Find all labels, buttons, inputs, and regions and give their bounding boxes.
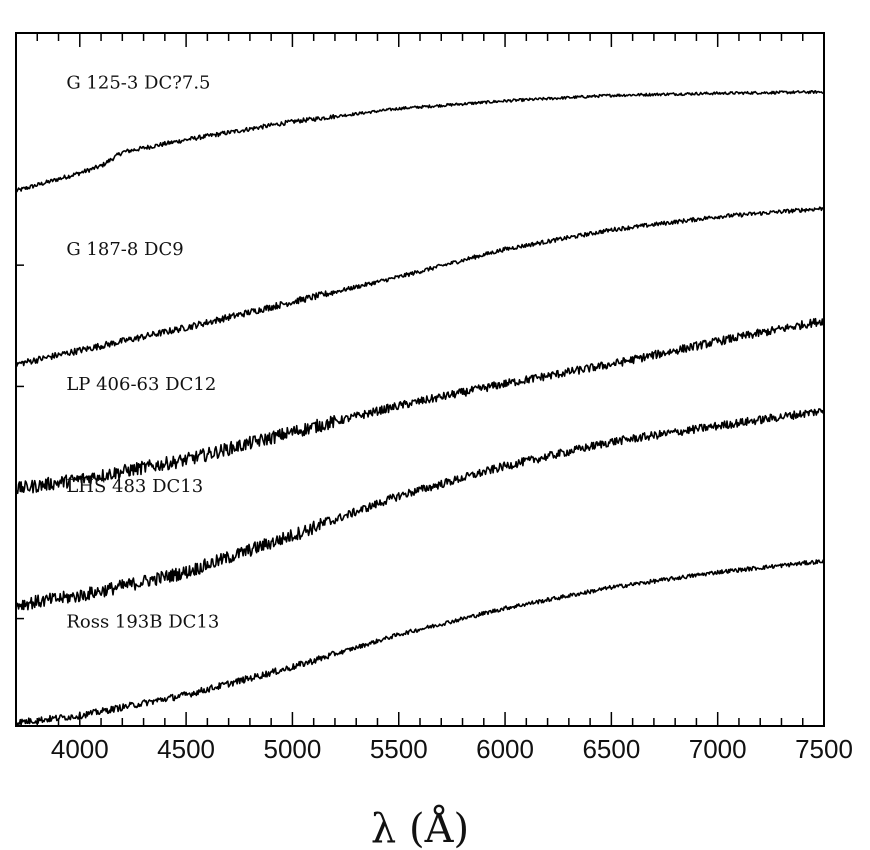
series-label: Ross 193B DC13 [66, 612, 219, 633]
series-labels: G 125-3 DC?7.5 G 187-8 DC9 LP 406-63 DC12 L… [66, 72, 219, 632]
spectrum-line [15, 408, 825, 611]
x-tick-label: 4500 [157, 734, 215, 764]
x-tick-label: 5500 [370, 734, 428, 764]
axis-ticks [15, 33, 825, 726]
x-tick-label: 5000 [263, 734, 321, 764]
series-label: G 125-3 DC?7.5 [66, 72, 210, 93]
x-axis-label: λ (Å) [371, 805, 469, 850]
x-tick-label: 4000 [51, 734, 109, 764]
spectrum-line [15, 206, 825, 367]
x-tick-label: 7000 [689, 734, 747, 764]
spectra-series [15, 90, 825, 727]
x-tick-label: 6000 [476, 734, 534, 764]
spectrum-line [15, 90, 825, 193]
series-label: LHS 483 DC13 [66, 476, 203, 497]
spectrum-line [15, 317, 825, 495]
spectrum-line [15, 559, 825, 727]
x-tick-label: 6500 [582, 734, 640, 764]
series-label: G 187-8 DC9 [66, 239, 183, 260]
series-label: LP 406-63 DC12 [66, 374, 216, 395]
x-tick-labels: 4000 4500 5000 5500 6000 6500 7000 7500 [51, 734, 853, 764]
x-tick-label: 7500 [795, 734, 853, 764]
